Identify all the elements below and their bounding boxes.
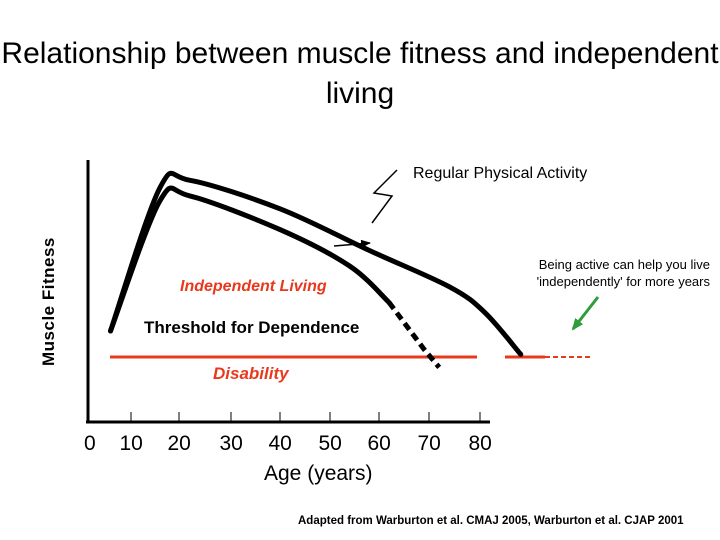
x-tick-label-80: 80 <box>468 432 492 455</box>
x-tick-label-10: 10 <box>119 432 143 455</box>
label-disability: Disability <box>213 364 289 383</box>
source-citation: Adapted from Warburton et al. CMAJ 2005,… <box>298 515 684 527</box>
chart-title: Relationship between muscle fitness and … <box>1 37 719 110</box>
x-tick-label-50: 50 <box>318 432 342 455</box>
annotation-regular-activity: Regular Physical Activity <box>413 165 588 182</box>
curve-series-2-dashed <box>386 300 442 370</box>
curves <box>108 170 524 370</box>
curve-series-2 <box>108 185 392 334</box>
x-tick-label-0: 0 <box>84 432 96 455</box>
x-tick-marks <box>130 412 481 422</box>
annotation-being-active: Being active can help you live 'independ… <box>536 257 710 289</box>
green-arrow <box>571 296 600 331</box>
curve-series-1 <box>108 170 524 357</box>
x-tick-label-60: 60 <box>367 432 391 455</box>
x-tick-label-30: 30 <box>219 432 243 455</box>
label-threshold: Threshold for Dependence <box>144 318 360 337</box>
right-shift-arrow <box>333 239 371 248</box>
y-axis-label: Muscle Fitness <box>39 237 58 366</box>
annotation-arrows <box>333 169 600 331</box>
label-independent-living: Independent Living <box>180 278 327 295</box>
break-squiggle <box>371 169 398 224</box>
axes <box>86 160 490 424</box>
x-tick-label-20: 20 <box>167 432 191 455</box>
x-tick-label-70: 70 <box>417 432 441 455</box>
x-axis-label: Age (years) <box>264 462 373 485</box>
x-tick-label-40: 40 <box>268 432 292 455</box>
